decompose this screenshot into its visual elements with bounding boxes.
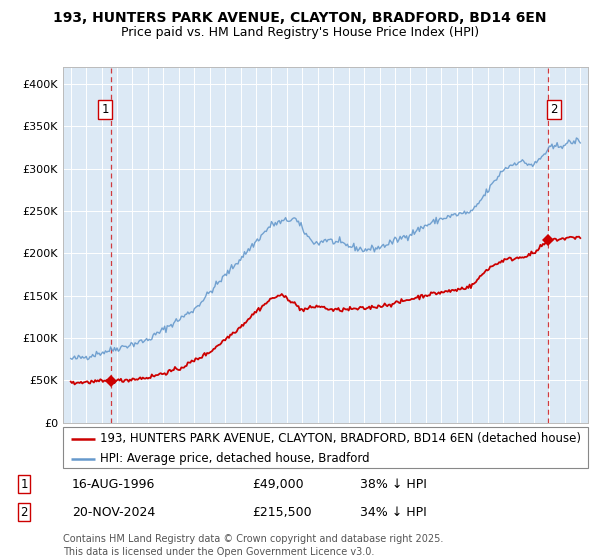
Text: 193, HUNTERS PARK AVENUE, CLAYTON, BRADFORD, BD14 6EN (detached house): 193, HUNTERS PARK AVENUE, CLAYTON, BRADF… [100,432,581,445]
Text: 20-NOV-2024: 20-NOV-2024 [72,506,155,519]
Text: 2: 2 [20,506,28,519]
Text: 38% ↓ HPI: 38% ↓ HPI [360,478,427,491]
Text: 34% ↓ HPI: 34% ↓ HPI [360,506,427,519]
Text: 1: 1 [20,478,28,491]
Text: Price paid vs. HM Land Registry's House Price Index (HPI): Price paid vs. HM Land Registry's House … [121,26,479,39]
Text: HPI: Average price, detached house, Bradford: HPI: Average price, detached house, Brad… [100,452,370,465]
Text: £49,000: £49,000 [252,478,304,491]
Text: 1: 1 [101,103,109,116]
Text: 2: 2 [550,103,558,116]
Text: 16-AUG-1996: 16-AUG-1996 [72,478,155,491]
FancyBboxPatch shape [63,427,588,468]
Text: £215,500: £215,500 [252,506,311,519]
Text: 193, HUNTERS PARK AVENUE, CLAYTON, BRADFORD, BD14 6EN: 193, HUNTERS PARK AVENUE, CLAYTON, BRADF… [53,11,547,25]
Text: Contains HM Land Registry data © Crown copyright and database right 2025.
This d: Contains HM Land Registry data © Crown c… [63,534,443,557]
